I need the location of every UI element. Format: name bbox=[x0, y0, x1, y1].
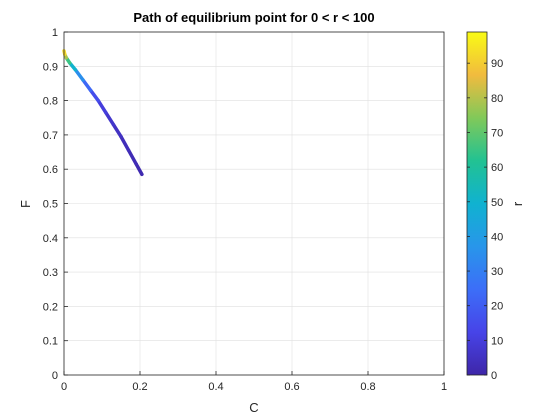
series-segment bbox=[126, 148, 138, 166]
series-segment bbox=[88, 88, 100, 103]
y-tick-label: 0.8 bbox=[43, 96, 58, 108]
y-axis: 0 0.1 0.2 0.3 0.4 0.5 0.6 0.7 0.8 0.9 1 bbox=[43, 27, 68, 382]
series-segment bbox=[81, 78, 93, 93]
y-tick-label: 0.4 bbox=[43, 233, 58, 245]
colorbar-tick-label: 70 bbox=[491, 127, 503, 139]
x-tick-label: 0.8 bbox=[360, 381, 375, 393]
y-axis-label: F bbox=[18, 200, 33, 208]
x-axis: 0 0.2 0.4 0.6 0.8 1 bbox=[61, 371, 447, 393]
x-tick-label: 0.2 bbox=[132, 381, 147, 393]
y-tick-label: 0.2 bbox=[43, 301, 58, 313]
colorbar bbox=[466, 31, 488, 376]
colorbar-label: r bbox=[510, 201, 525, 206]
x-tick-label: 0 bbox=[61, 381, 67, 393]
colorbar-tick-label: 10 bbox=[491, 335, 503, 347]
x-tick-label: 1 bbox=[441, 381, 447, 393]
colorbar-ticks: 0 10 20 30 40 50 60 70 80 90 bbox=[467, 58, 503, 382]
x-tick-label: 0.4 bbox=[208, 381, 223, 393]
y-tick-label: 0.6 bbox=[43, 164, 58, 176]
colorbar-tick-label: 50 bbox=[491, 197, 503, 209]
x-tick-label: 0.6 bbox=[284, 381, 299, 393]
y-tick-label: 1 bbox=[52, 27, 58, 39]
colorbar-tick-label: 20 bbox=[491, 301, 503, 313]
series-segment bbox=[111, 122, 123, 139]
colorbar-tick-label: 40 bbox=[491, 231, 503, 243]
series-segment bbox=[134, 162, 144, 177]
y-tick-label: 0.1 bbox=[43, 336, 58, 348]
y-tick-label: 0 bbox=[52, 370, 58, 382]
series-segment bbox=[119, 134, 131, 153]
y-tick-label: 0.5 bbox=[43, 199, 58, 211]
colorbar-tick-label: 30 bbox=[491, 266, 503, 278]
colorbar-tick-label: 0 bbox=[491, 370, 497, 382]
series-layer bbox=[62, 49, 144, 177]
y-tick-label: 0.7 bbox=[43, 130, 58, 142]
series-segment bbox=[104, 110, 116, 127]
colorbar-tick-label: 90 bbox=[491, 58, 503, 70]
colorbar-tick-label: 80 bbox=[491, 93, 503, 105]
y-tick-label: 0.9 bbox=[43, 61, 58, 73]
series-segment bbox=[96, 98, 108, 115]
y-tick-label: 0.3 bbox=[43, 267, 58, 279]
chart-title: Path of equilibrium point for 0 < r < 10… bbox=[133, 10, 374, 25]
x-axis-label: C bbox=[249, 400, 258, 415]
series-segment bbox=[73, 67, 85, 82]
colorbar-tick-label: 60 bbox=[491, 162, 503, 174]
